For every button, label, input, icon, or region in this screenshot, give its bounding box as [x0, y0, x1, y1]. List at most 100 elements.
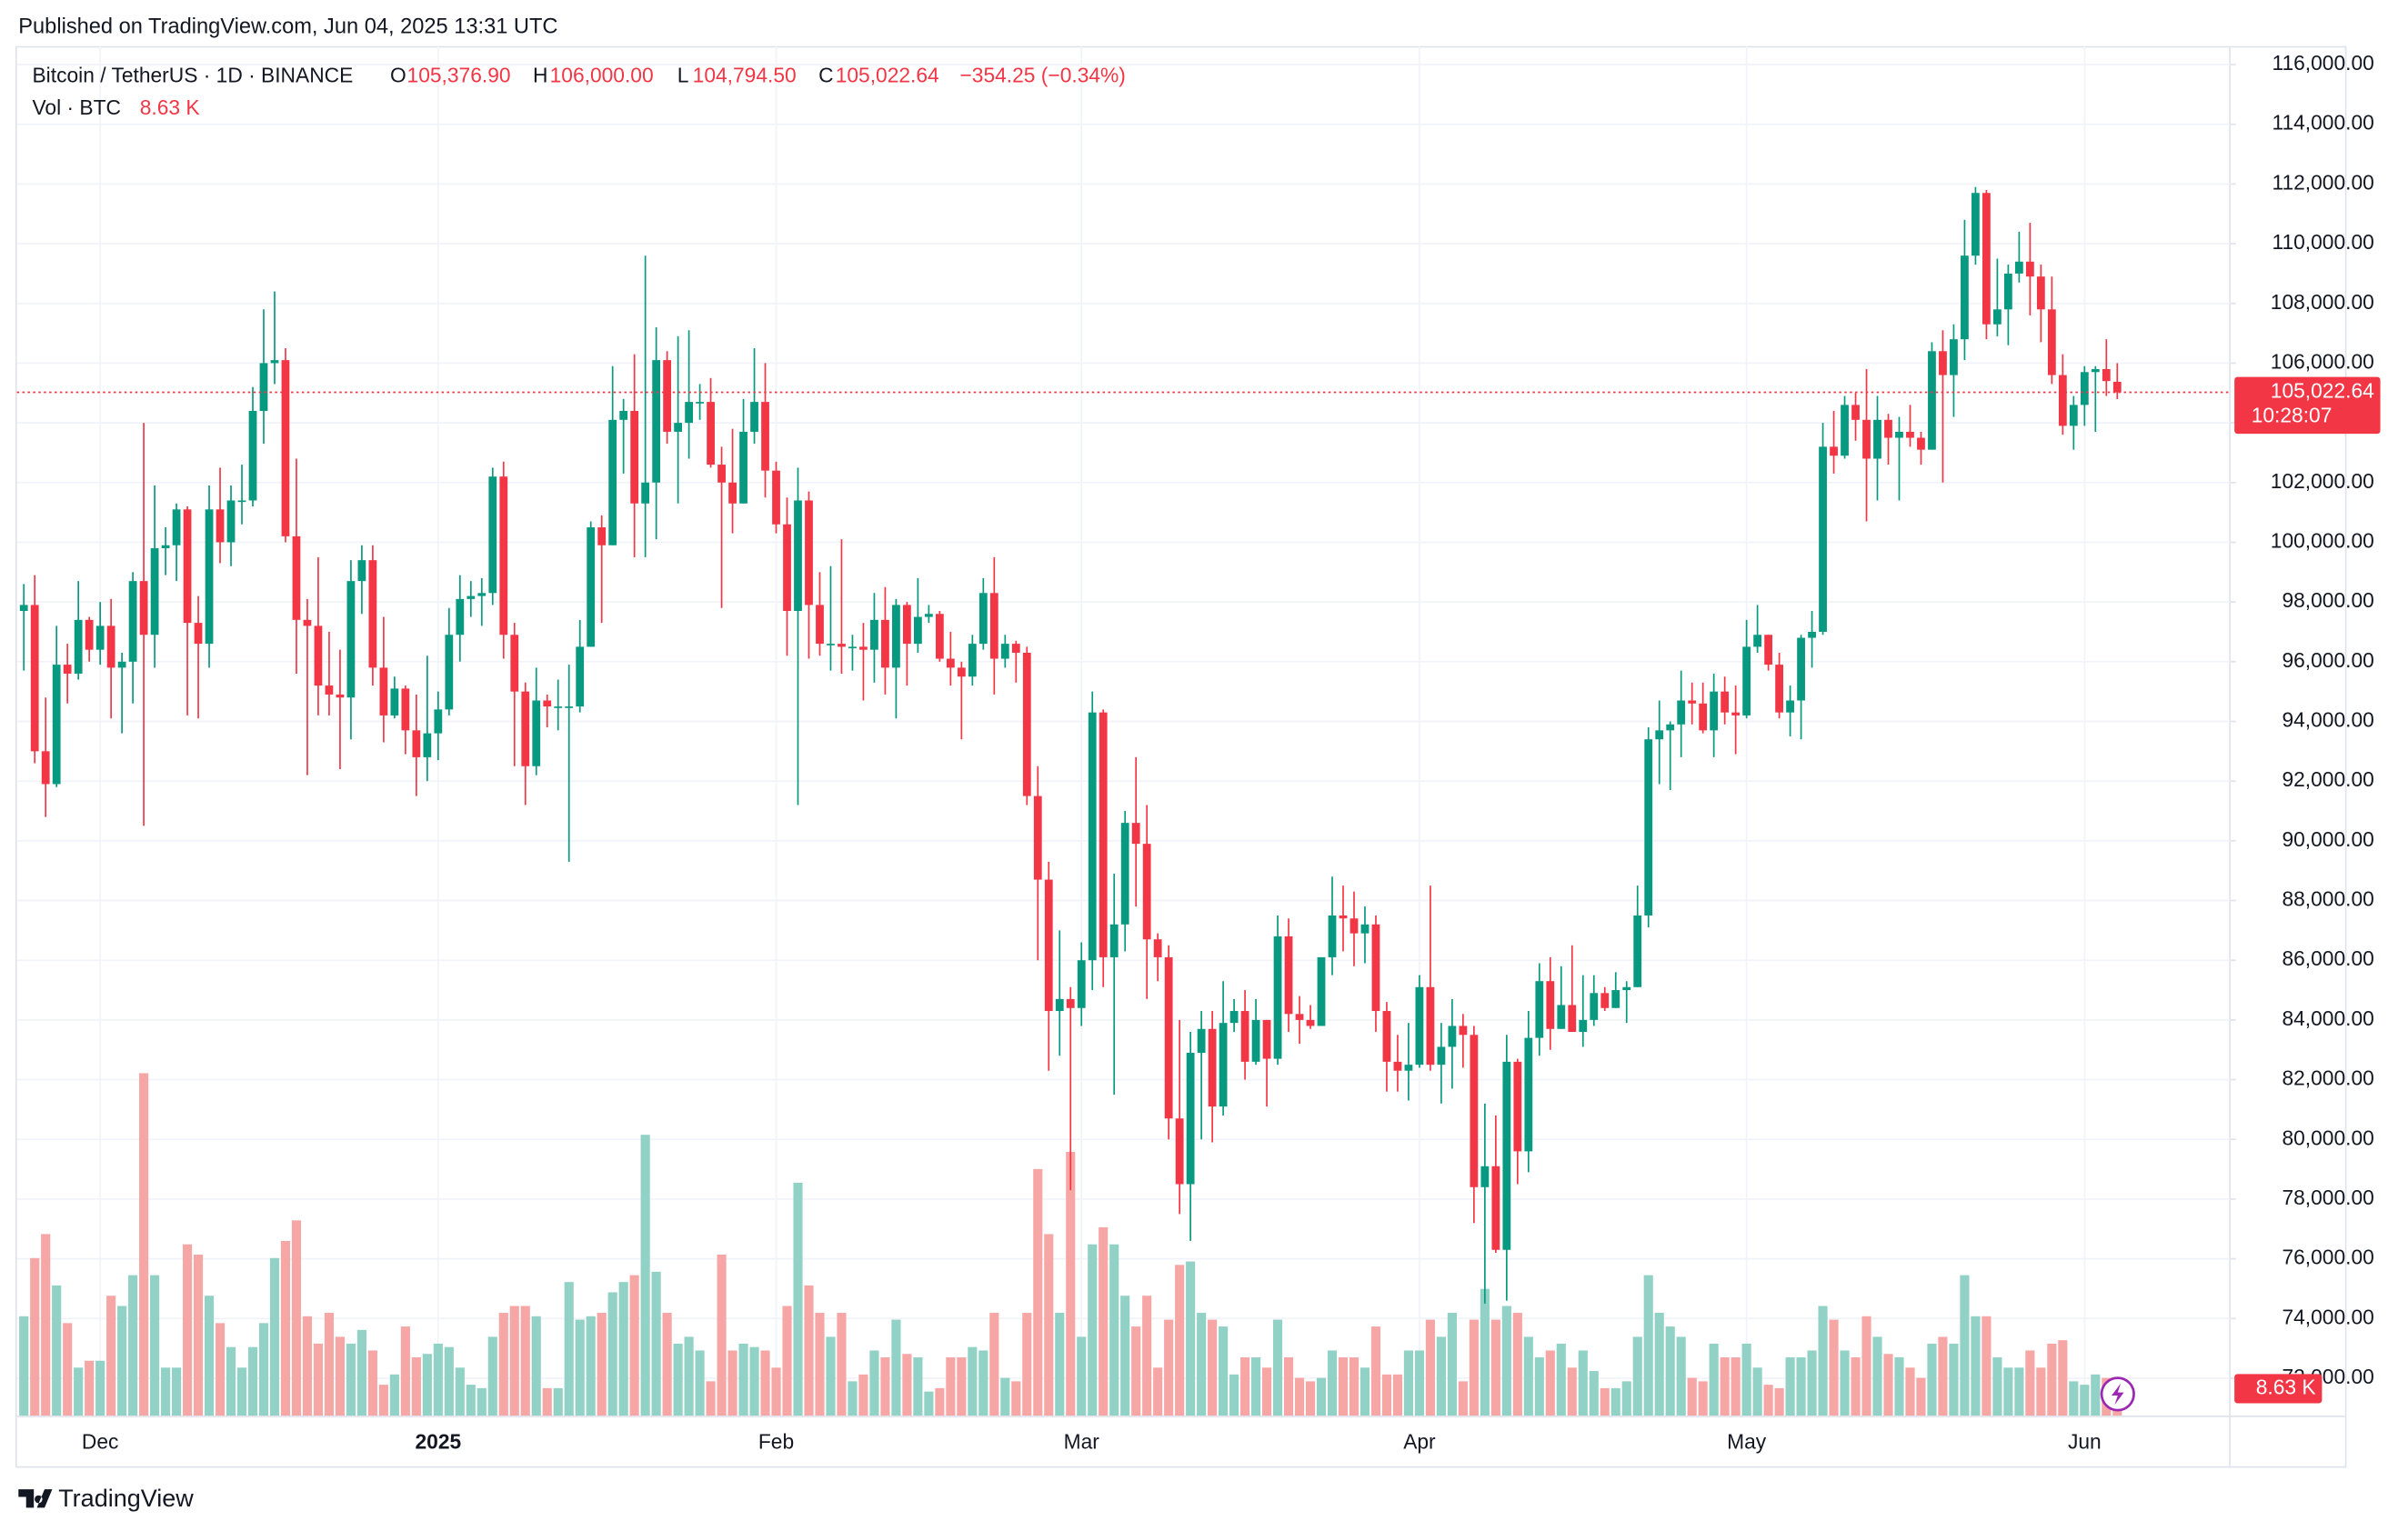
volume-bar — [1567, 1367, 1577, 1416]
volume-bar — [2069, 1381, 2079, 1416]
brand: TradingView — [58, 1485, 194, 1512]
volume-bar — [1164, 1319, 1174, 1416]
volume-bar — [564, 1282, 574, 1416]
candle-body — [1666, 724, 1675, 731]
volume-bar — [1044, 1234, 1054, 1416]
candle-body — [1535, 981, 1544, 1038]
candle-body — [1229, 1011, 1239, 1024]
candle-body — [1415, 986, 1424, 1066]
volume-bar — [1175, 1265, 1185, 1416]
last-price-label: 105,022.64 — [2271, 379, 2374, 403]
volume-bar — [858, 1374, 868, 1416]
y-tick-label: 80,000.00 — [2282, 1126, 2373, 1149]
change-value: −354.25 (−0.34%) — [959, 63, 1125, 86]
replay-icon[interactable] — [2100, 1376, 2135, 1412]
volume-bar — [85, 1360, 95, 1416]
countdown: 10:28:07 — [2252, 404, 2333, 427]
volume-bar — [902, 1354, 912, 1416]
candle-body — [423, 733, 432, 757]
candle-body — [1797, 637, 1805, 701]
volume-bar — [400, 1326, 410, 1416]
icon-bolt — [2112, 1383, 2124, 1406]
candle-body — [1851, 405, 1860, 420]
axis-layer: 72,000.0074,000.0076,000.0078,000.0080,0… — [16, 51, 2381, 1453]
candle-body — [816, 605, 824, 645]
volume-bar — [1153, 1367, 1163, 1416]
volume-bar — [1490, 1319, 1500, 1416]
volume-bar — [1262, 1367, 1272, 1416]
volume-bar — [1370, 1326, 1381, 1416]
candle-body — [106, 625, 115, 668]
candle-body — [1055, 998, 1064, 1012]
volume-bar — [1131, 1326, 1141, 1416]
candle-body — [1099, 712, 1108, 957]
volume-bar — [1938, 1336, 1948, 1416]
candle-body — [1742, 646, 1751, 715]
volume-bar — [1240, 1356, 1250, 1416]
volume-bar — [1272, 1319, 1283, 1416]
y-tick-label: 102,000.00 — [2271, 469, 2374, 493]
candle-body — [1731, 712, 1741, 715]
candle-body — [630, 410, 639, 504]
candle-body — [978, 593, 988, 645]
y-tick-label: 84,000.00 — [2282, 1006, 2373, 1030]
candle-body — [1088, 712, 1097, 961]
volume-bar — [1676, 1336, 1686, 1416]
volume-bar — [1731, 1356, 1741, 1416]
candle-body — [2058, 375, 2067, 426]
x-tick-label: Apr — [1403, 1429, 1436, 1453]
candle-body — [183, 509, 192, 624]
volume-bar — [1469, 1319, 1479, 1416]
volume-bar — [444, 1346, 454, 1416]
volume-bar — [1621, 1381, 1631, 1416]
candle-body — [1502, 1061, 1511, 1250]
candle-body — [2003, 273, 2012, 310]
candle-body — [641, 482, 650, 504]
volume-bar — [1534, 1356, 1544, 1416]
volume-bar — [1829, 1319, 1839, 1416]
candle-body — [1873, 419, 1881, 459]
candle-body — [30, 605, 39, 752]
candle-body — [63, 665, 72, 674]
volume-legend: Vol · BTC — [33, 95, 121, 119]
candle-body — [1513, 1061, 1522, 1152]
volume-bar — [542, 1387, 552, 1416]
candle-body — [827, 644, 835, 645]
candle-body — [2069, 405, 2078, 426]
candle-body — [1393, 1061, 1402, 1071]
candle-body — [1011, 644, 1020, 653]
volume-bar — [2014, 1367, 2024, 1416]
candle-body — [761, 402, 769, 471]
candle-body — [1688, 700, 1697, 704]
candle-body — [2102, 368, 2111, 382]
grid — [16, 45, 2231, 1416]
candle-body — [1721, 691, 1730, 713]
volume-bar — [1960, 1275, 1970, 1416]
candle-body — [717, 465, 726, 483]
candle-body — [434, 709, 443, 734]
x-tick-label: Jun — [2068, 1429, 2102, 1453]
candle-body — [2036, 276, 2045, 310]
candle-body — [838, 644, 846, 647]
candle-body — [52, 665, 61, 785]
candle-body — [499, 476, 508, 635]
legend: Bitcoin / TetherUS · 1D · BINANCE O 105,… — [33, 63, 1126, 118]
candle-body — [892, 605, 900, 668]
volume-bar — [1883, 1354, 1893, 1416]
frame — [15, 45, 2347, 1468]
volume-bar — [346, 1343, 356, 1416]
y-tick-label: 96,000.00 — [2282, 648, 2373, 672]
candle-body — [1491, 1166, 1500, 1250]
volume-bar — [1283, 1356, 1294, 1416]
y-tick-label: 90,000.00 — [2282, 827, 2373, 851]
candle-body — [41, 751, 50, 785]
candle-body — [587, 527, 596, 647]
candle-body — [1480, 1166, 1490, 1187]
candle-body — [314, 625, 323, 686]
volume-bar — [989, 1313, 999, 1416]
volume-bar — [1610, 1387, 1620, 1416]
volume-bar — [236, 1367, 247, 1416]
volume-bar — [1436, 1336, 1446, 1416]
volume-bar — [1894, 1356, 1904, 1416]
volume-bar — [837, 1313, 847, 1416]
